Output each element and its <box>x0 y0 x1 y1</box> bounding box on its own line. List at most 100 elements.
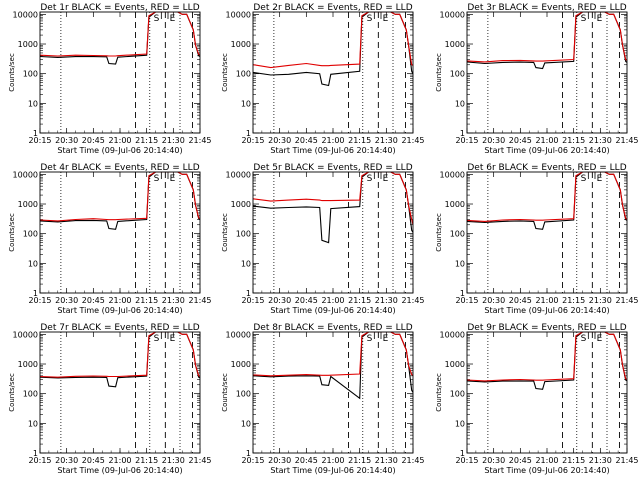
detector-panel: Det 5r BLACK = Events, RED = LLD 1 10 100 10… <box>221 163 425 315</box>
series-line-lld <box>40 12 200 57</box>
x-tick-label: 21:15 <box>562 456 585 465</box>
y-tick-label: 100 <box>236 390 251 399</box>
detector-panel: Det 7r BLACK = Events, RED = LLD 1 10 100 10… <box>8 323 212 475</box>
panel-title: Det 8r BLACK = Events, RED = LLD <box>253 323 412 333</box>
y-tick-label: 100 <box>23 230 38 239</box>
x-tick-label: 20:30 <box>482 136 505 145</box>
x-tick-label: 20:15 <box>455 456 478 465</box>
y-axis-label: Counts/sec <box>221 53 229 92</box>
marker-label-e: E <box>597 14 603 24</box>
y-axis-label: Counts/sec <box>8 373 16 412</box>
detector-panel: Det 3r BLACK = Events, RED = LLD 1 10 100 10… <box>435 3 639 155</box>
x-tick-label: 20:30 <box>268 296 291 305</box>
y-tick-label: 1 <box>460 449 465 458</box>
y-tick-label: 10000 <box>13 170 38 179</box>
y-tick-label: 10 <box>28 419 38 428</box>
y-axis-label: Counts/sec <box>435 213 443 252</box>
marker-label-e: E <box>170 174 176 184</box>
x-tick-label: 21:15 <box>348 296 371 305</box>
x-tick-label: 21:30 <box>162 456 185 465</box>
y-tick-label: 100 <box>236 230 251 239</box>
plot-frame <box>39 331 201 454</box>
marker-label-s: S <box>154 334 160 344</box>
marker-label-e: E <box>597 334 603 344</box>
x-axis-label: Start Time (09-Jul-06 20:14:40) <box>57 306 182 315</box>
y-tick-label: 10000 <box>226 170 251 179</box>
x-tick-label: 21:30 <box>589 296 612 305</box>
y-tick-label: 10 <box>241 99 251 108</box>
y-tick-label: 100 <box>236 70 251 79</box>
y-tick-label: 10 <box>241 419 251 428</box>
panel-title: Det 9r BLACK = Events, RED = LLD <box>467 323 626 333</box>
y-tick-label: 100 <box>450 390 465 399</box>
x-tick-label: 21:15 <box>348 136 371 145</box>
marker-label-s: S <box>367 174 373 184</box>
y-tick-label: 1000 <box>231 40 251 49</box>
series-line-events <box>467 12 627 70</box>
plot-frame <box>39 11 201 134</box>
y-tick-label: 10000 <box>13 10 38 19</box>
x-tick-label: 20:15 <box>241 456 264 465</box>
series-group <box>40 172 200 230</box>
plot-frame <box>466 11 628 134</box>
detector-panel: Det 8r BLACK = Events, RED = LLD 1 10 100 10… <box>221 323 425 475</box>
series-line-events <box>253 332 413 400</box>
y-tick-label: 10000 <box>226 10 251 19</box>
x-axis-label: Start Time (09-Jul-06 20:14:40) <box>57 146 182 155</box>
x-tick-label: 21:15 <box>562 296 585 305</box>
x-tick-label: 21:45 <box>401 456 424 465</box>
x-tick-label: 21:30 <box>589 456 612 465</box>
y-tick-label: 1000 <box>445 360 465 369</box>
panel-title: Det 1r BLACK = Events, RED = LLD <box>40 3 199 13</box>
marker-label-s: S <box>581 14 587 24</box>
plot-frame <box>466 331 628 454</box>
y-tick-label: 1000 <box>445 40 465 49</box>
y-tick-label: 1000 <box>231 360 251 369</box>
series-group <box>253 172 413 244</box>
y-axis-label: Counts/sec <box>8 213 16 252</box>
y-axis-label: Counts/sec <box>435 373 443 412</box>
y-tick-label: 10000 <box>440 170 465 179</box>
x-tick-label: 20:15 <box>241 296 264 305</box>
x-tick-label: 20:15 <box>241 136 264 145</box>
marker-label-s: S <box>367 14 373 24</box>
y-tick-label: 1 <box>33 129 38 138</box>
x-tick-label: 21:00 <box>535 296 558 305</box>
series-line-lld <box>467 332 627 382</box>
x-tick-label: 21:30 <box>162 296 185 305</box>
x-tick-label: 20:30 <box>55 456 78 465</box>
y-tick-label: 10 <box>28 99 38 108</box>
x-tick-label: 21:00 <box>321 456 344 465</box>
x-tick-label: 20:45 <box>82 136 105 145</box>
marker-label-s: S <box>581 174 587 184</box>
series-line-lld <box>253 172 413 225</box>
y-axis-label: Counts/sec <box>8 53 16 92</box>
x-tick-label: 20:15 <box>455 136 478 145</box>
y-tick-label: 100 <box>23 390 38 399</box>
x-tick-label: 20:30 <box>55 136 78 145</box>
x-tick-label: 21:15 <box>135 136 158 145</box>
panel-title: Det 4r BLACK = Events, RED = LLD <box>40 163 199 173</box>
y-tick-label: 100 <box>450 70 465 79</box>
marker-label-e: E <box>170 334 176 344</box>
series-line-events <box>253 172 413 244</box>
panel-title: Det 5r BLACK = Events, RED = LLD <box>253 163 412 173</box>
series-line-lld <box>40 332 200 378</box>
x-tick-label: 21:15 <box>135 296 158 305</box>
x-tick-label: 21:00 <box>535 136 558 145</box>
y-tick-label: 1000 <box>231 200 251 209</box>
plot-frame <box>252 331 414 454</box>
series-group <box>467 172 627 230</box>
y-tick-label: 1 <box>460 129 465 138</box>
x-tick-label: 21:15 <box>135 456 158 465</box>
detector-panel: Det 4r BLACK = Events, RED = LLD 1 10 100 10… <box>8 163 212 315</box>
y-tick-label: 1 <box>33 289 38 298</box>
series-group <box>253 332 413 400</box>
marker-label-e: E <box>597 174 603 184</box>
x-tick-label: 21:45 <box>615 136 638 145</box>
x-tick-label: 20:15 <box>28 296 51 305</box>
x-tick-label: 20:30 <box>482 296 505 305</box>
x-tick-label: 20:45 <box>509 456 532 465</box>
x-tick-label: 21:00 <box>535 456 558 465</box>
